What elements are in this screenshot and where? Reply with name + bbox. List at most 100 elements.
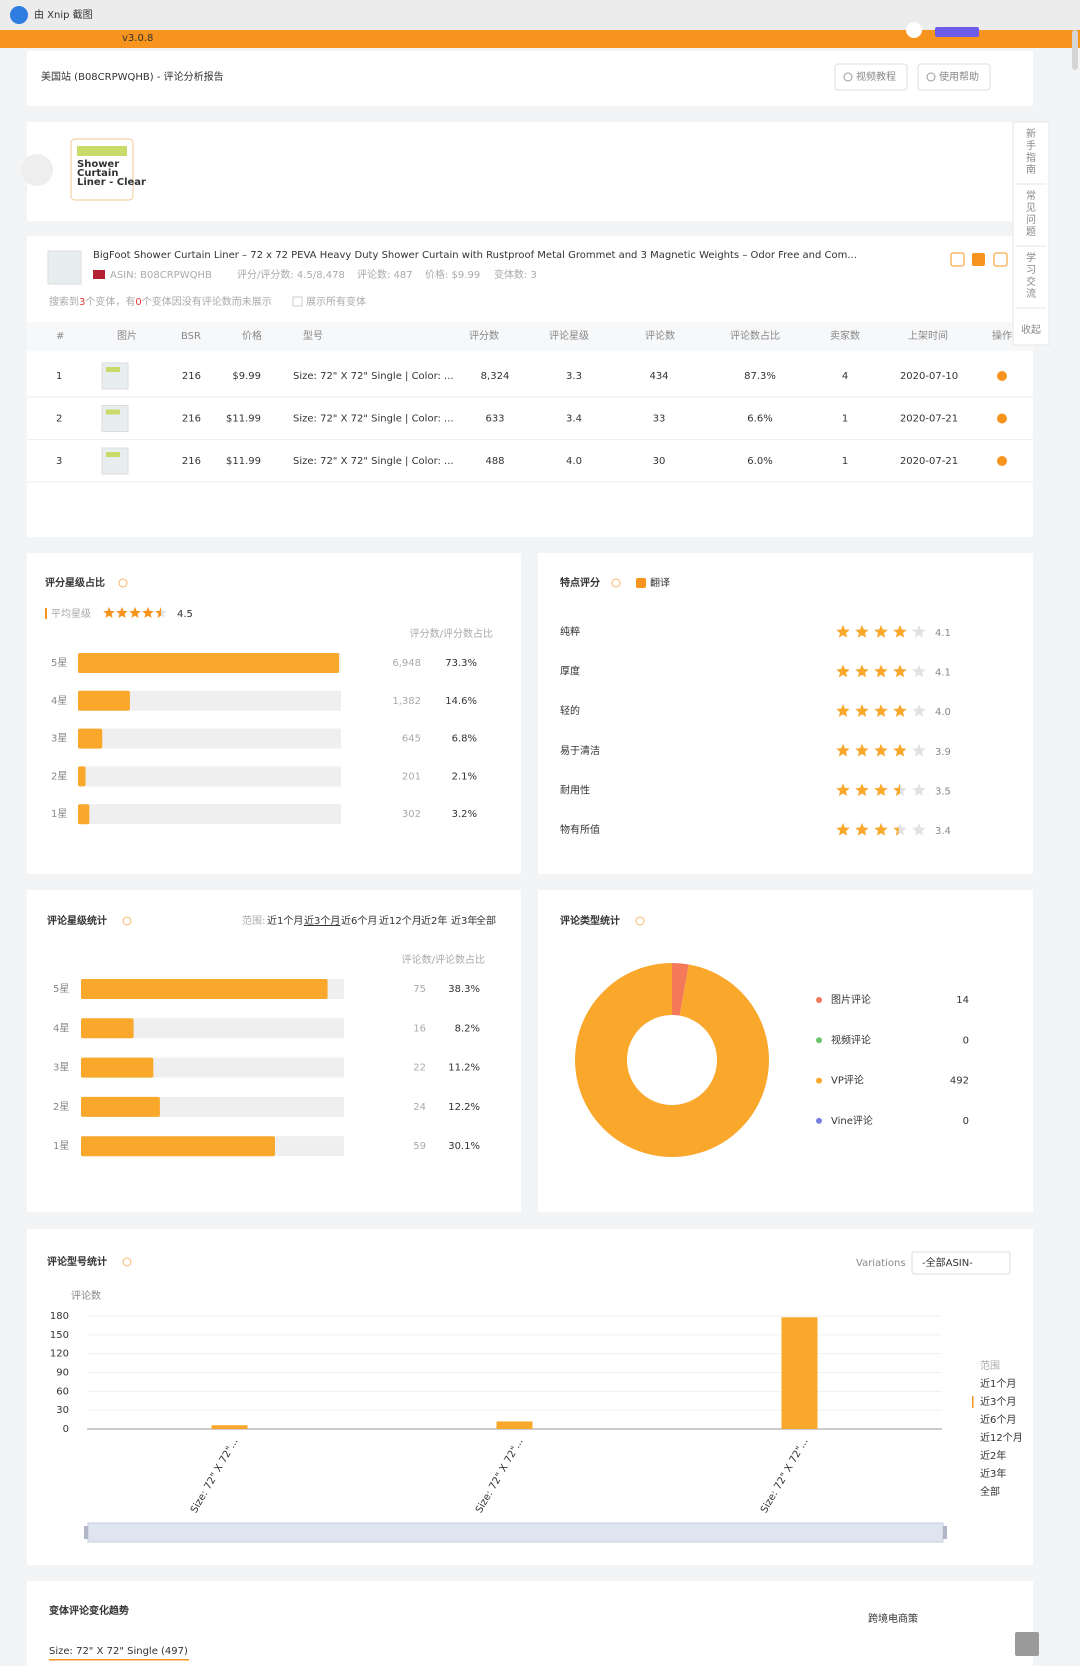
sidebar-char[interactable]: 学 xyxy=(1026,251,1036,264)
feature-score: 3.9 xyxy=(935,747,951,758)
action-icon[interactable] xyxy=(997,413,1007,424)
range-option[interactable]: 近1个月 xyxy=(267,914,303,927)
range-option[interactable]: 近3年 xyxy=(980,1467,1006,1480)
bar xyxy=(81,1136,275,1157)
table-cell: 6.0% xyxy=(747,456,772,467)
star-full xyxy=(893,664,907,678)
share-icon[interactable] xyxy=(972,253,985,266)
bar-category: 2星 xyxy=(53,1101,69,1113)
range-option[interactable]: 近1个月 xyxy=(980,1377,1016,1390)
star-full xyxy=(893,625,907,638)
account-button[interactable] xyxy=(935,27,979,37)
panel xyxy=(27,1581,1033,1666)
button-label[interactable]: 视频教程 xyxy=(856,70,896,83)
sidebar-char[interactable]: 交 xyxy=(1026,275,1036,288)
download-icon[interactable] xyxy=(993,252,1008,267)
bar-track xyxy=(78,690,341,711)
panel-title: 评论星级统计 xyxy=(47,914,107,927)
star-empty xyxy=(912,783,926,797)
range-option[interactable]: 全部 xyxy=(980,1485,1000,1498)
sidebar-char[interactable]: 手 xyxy=(1026,139,1036,152)
refresh-icon[interactable] xyxy=(950,252,965,267)
back-to-top[interactable] xyxy=(1015,1632,1039,1656)
column-header: 评论数 xyxy=(645,329,675,342)
range-option[interactable]: 近3个月 xyxy=(304,914,340,927)
range-option[interactable]: 近3年 xyxy=(451,914,477,927)
bar-share: 73.3% xyxy=(445,658,477,669)
sidebar-char[interactable]: 问 xyxy=(1026,213,1036,226)
sidebar-char[interactable]: 流 xyxy=(1026,287,1036,300)
legend-label: 视频评论 xyxy=(831,1033,871,1046)
panel xyxy=(27,553,521,874)
y-tick-label: 90 xyxy=(56,1368,69,1379)
legend-title: 范围 xyxy=(980,1359,1000,1372)
help-icon xyxy=(611,578,621,588)
range-label: 范围: xyxy=(242,914,265,927)
star-empty xyxy=(912,664,926,678)
table-cell: Size: 72" X 72" Single | Color: ... xyxy=(293,456,454,467)
checkbox[interactable] xyxy=(292,296,303,307)
star-full xyxy=(116,607,128,618)
star-rating xyxy=(836,743,906,757)
table-cell: 216 xyxy=(182,371,201,382)
range-option[interactable]: 全部 xyxy=(476,914,496,927)
star-full xyxy=(155,607,161,618)
sidebar-char[interactable]: 习 xyxy=(1026,265,1036,276)
range-option[interactable]: 近3个月 xyxy=(980,1395,1016,1408)
header-button[interactable] xyxy=(917,63,991,91)
translate-label[interactable]: 翻译 xyxy=(650,577,670,589)
table-cell: 633 xyxy=(485,414,504,425)
bar xyxy=(211,1425,248,1429)
star-full xyxy=(874,625,888,638)
bar xyxy=(496,1421,533,1429)
show-all[interactable]: 展示所有变体 xyxy=(306,295,366,308)
help-icon xyxy=(122,916,132,926)
sidebar-char[interactable]: 新 xyxy=(1026,127,1036,140)
y-tick-label: 150 xyxy=(50,1330,69,1341)
slider-handle[interactable] xyxy=(84,1526,88,1539)
feature-name: 厚度 xyxy=(560,665,580,678)
sidebar-char[interactable]: 见 xyxy=(1026,202,1036,214)
title-bar xyxy=(0,0,1080,30)
legend-dot xyxy=(816,997,822,1003)
table-cell: 1 xyxy=(56,371,62,382)
sidebar-char[interactable]: 常 xyxy=(1026,189,1036,202)
avatar[interactable] xyxy=(906,22,922,38)
help-icon xyxy=(635,916,645,926)
sidebar-item[interactable]: 收起 xyxy=(1021,323,1041,336)
star-full xyxy=(874,823,888,836)
range-option[interactable]: 近12个月 xyxy=(980,1431,1023,1444)
prev-arrow[interactable] xyxy=(21,154,53,186)
bar-count: 645 xyxy=(402,734,421,745)
star-empty xyxy=(912,743,926,757)
summary-part: 个变体因没有评论数而未展示 xyxy=(142,295,272,308)
checkbox[interactable] xyxy=(636,578,646,588)
variant-tab[interactable]: Size: 72" X 72" Single (497) xyxy=(49,1646,188,1657)
range-option[interactable]: 近12个月 xyxy=(379,914,422,927)
range-option[interactable]: 近2年 xyxy=(421,914,447,927)
bar-share: 3.2% xyxy=(452,809,477,820)
summary-part: 搜索到 xyxy=(49,295,79,308)
filter-select[interactable] xyxy=(911,1251,1011,1275)
zoom-slider[interactable] xyxy=(87,1522,944,1543)
panel-title: 特点评分 xyxy=(560,576,600,589)
filter-value[interactable]: -全部ASIN- xyxy=(922,1256,973,1269)
sidebar-char[interactable]: 南 xyxy=(1026,163,1036,176)
bar xyxy=(78,728,103,749)
button-label[interactable]: 使用帮助 xyxy=(939,70,979,83)
slider-handle[interactable] xyxy=(943,1526,947,1539)
table-cell: 216 xyxy=(182,414,201,425)
model-panel: 评论型号统计 Variations -全部ASIN- 评论数 0 30 60 90 120 150… xyxy=(27,1229,1033,1565)
header-button[interactable] xyxy=(834,63,908,91)
range-option[interactable]: 近6个月 xyxy=(341,914,377,927)
action-icon[interactable] xyxy=(997,456,1007,466)
range-option[interactable]: 近6个月 xyxy=(980,1413,1016,1426)
panel xyxy=(27,890,521,1212)
sidebar-char[interactable]: 指 xyxy=(1026,151,1036,164)
action-icon[interactable] xyxy=(997,371,1007,381)
star-full xyxy=(855,704,869,717)
table-cell: 4 xyxy=(842,371,848,382)
sidebar-char[interactable]: 题 xyxy=(1026,226,1036,238)
range-option[interactable]: 近2年 xyxy=(980,1449,1006,1462)
